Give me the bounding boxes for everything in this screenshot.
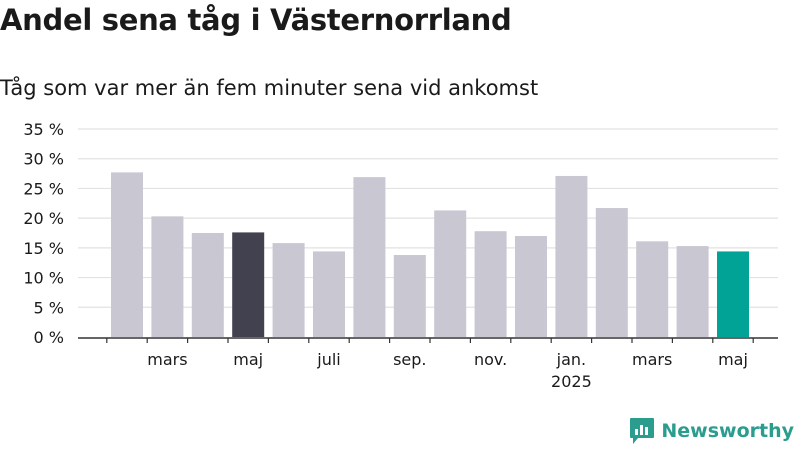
y-tick-label: 30 % [23, 150, 64, 169]
y-tick-label: 0 % [34, 328, 64, 347]
x-tick-label: maj [718, 350, 748, 369]
bar [151, 216, 184, 337]
y-tick-label: 5 % [34, 298, 64, 317]
bar [636, 241, 669, 337]
x-tick-label: maj [233, 350, 263, 369]
x-tick-label: nov. [474, 350, 507, 369]
newsworthy-brand: Newsworthy [629, 417, 794, 445]
bar [111, 172, 143, 337]
x-tick-label: jan. [556, 350, 586, 369]
brand-name: Newsworthy [661, 420, 794, 442]
x-tick-label: juli [316, 350, 340, 369]
x-tick-sublabel: 2025 [551, 372, 592, 391]
bar [676, 246, 709, 337]
bar [313, 251, 345, 337]
chart-subtitle: Tåg som var mer än fem minuter sena vid … [0, 76, 539, 100]
bar [272, 243, 305, 337]
y-tick-label: 20 % [23, 209, 64, 228]
y-tick-label: 25 % [23, 179, 64, 198]
bar [191, 233, 224, 337]
bar [515, 235, 547, 337]
chart-title: Andel sena tåg i Västernorrland [0, 3, 512, 37]
x-tick-label: sep. [393, 350, 426, 369]
bar [474, 231, 507, 337]
x-tick-label: mars [147, 350, 187, 369]
bar [393, 254, 426, 337]
bar [434, 210, 467, 337]
y-tick-label: 35 % [23, 120, 64, 139]
y-tick-label: 10 % [23, 269, 64, 288]
bar [595, 208, 628, 337]
bar [232, 232, 265, 337]
bar [353, 177, 386, 337]
y-tick-label: 15 % [23, 239, 64, 258]
bar [555, 175, 588, 337]
newsworthy-logo-icon [630, 418, 655, 444]
bar [717, 251, 749, 337]
x-tick-label: mars [632, 350, 672, 369]
